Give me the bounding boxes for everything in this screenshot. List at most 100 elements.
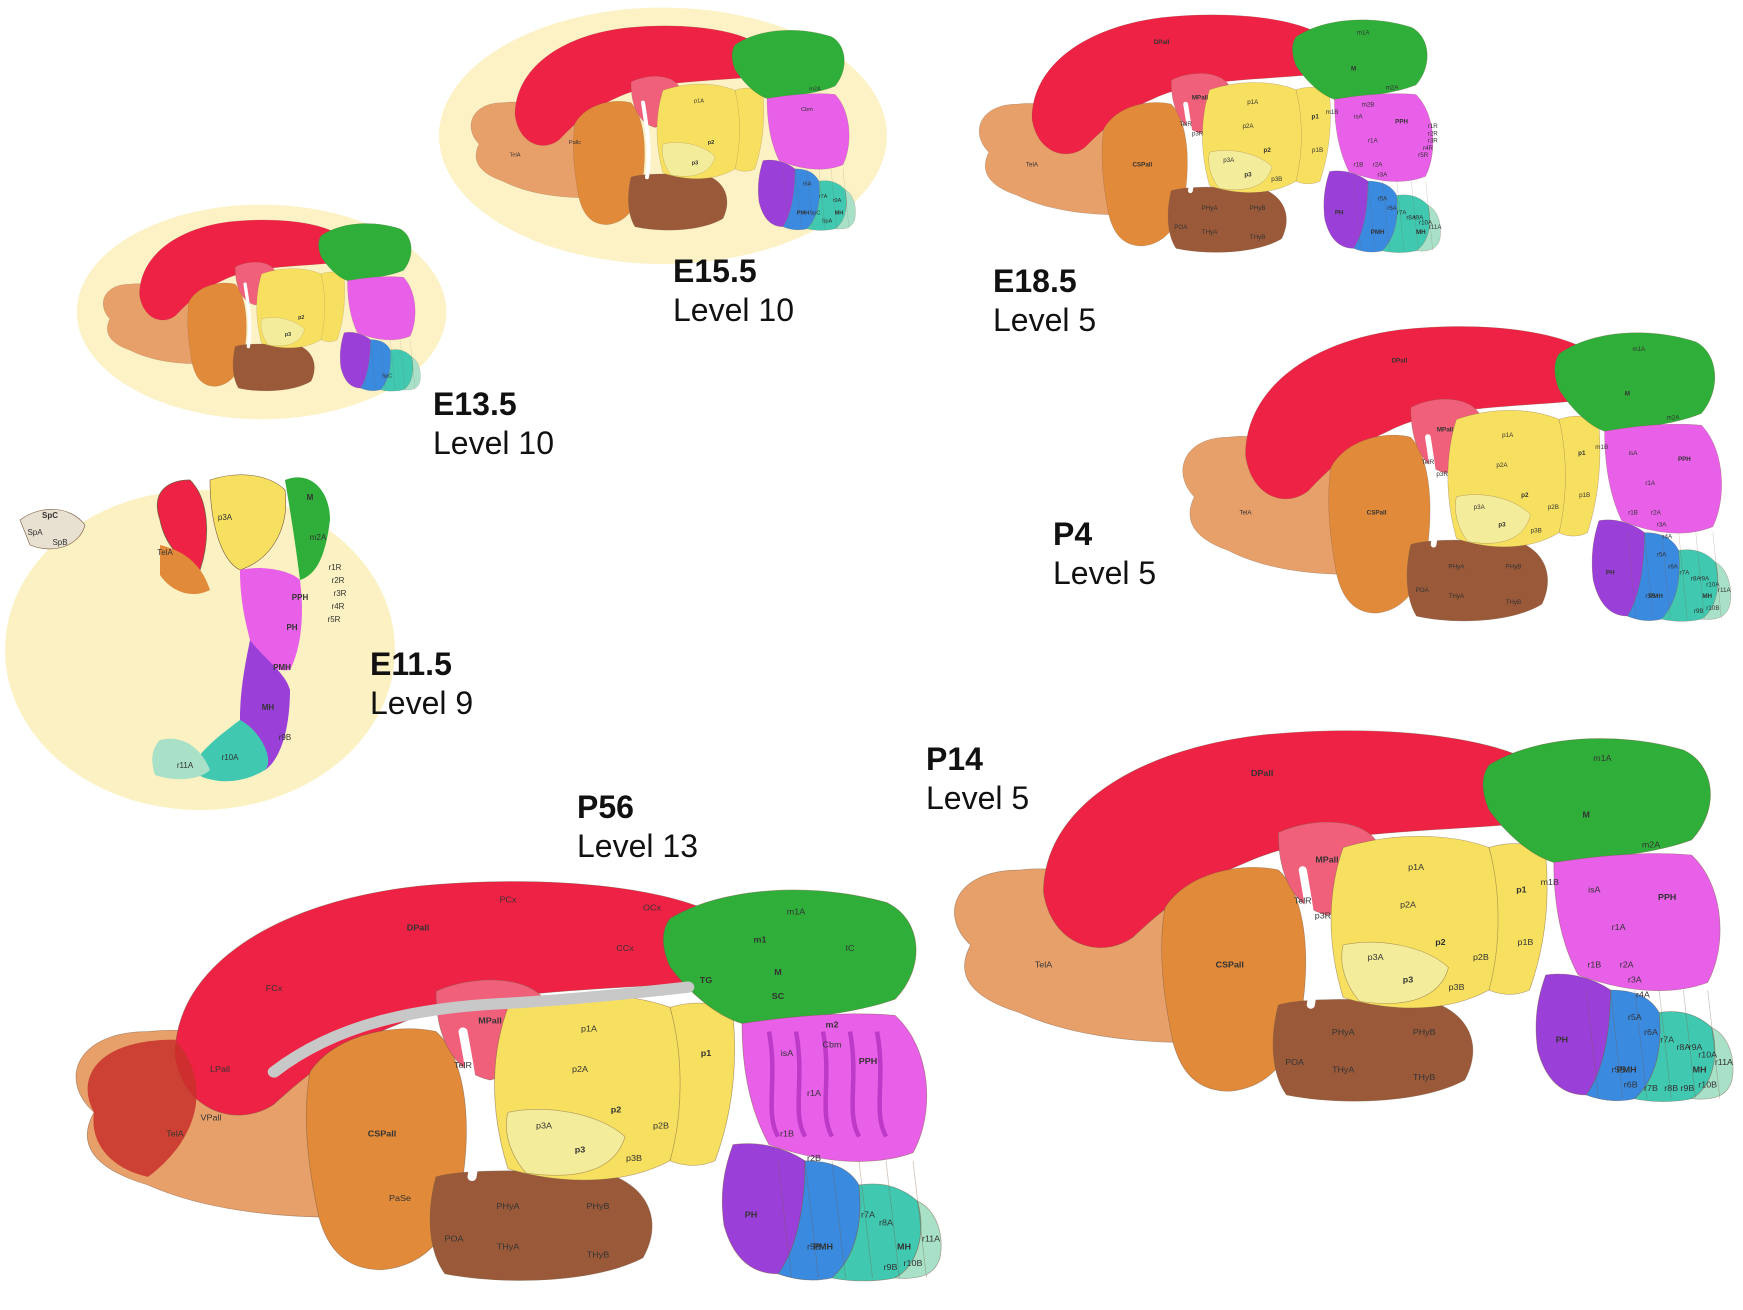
rhombomere-boundary: [1707, 989, 1721, 1099]
region-label: PPH: [1658, 892, 1676, 902]
region-label: r5R: [328, 615, 341, 624]
region-label: M: [307, 493, 314, 502]
region-label: p2B: [1548, 504, 1559, 511]
region-label: CSPall: [1133, 162, 1153, 169]
region-label: p3R: [1192, 130, 1204, 137]
region-label: MPall: [1437, 426, 1454, 433]
region-label: PHyB: [1505, 563, 1521, 570]
midbrain: [318, 223, 412, 281]
isthmus-cerebellum: [1553, 853, 1721, 991]
rhombomere-boundary: [885, 1160, 900, 1278]
prosomere-p3-pale: [662, 142, 716, 177]
region-label: r4R: [332, 602, 345, 611]
region-label: r5A: [803, 181, 812, 187]
region-label: r4A: [1636, 990, 1650, 1000]
spinal-cord: [19, 509, 86, 550]
region-label: m1A: [787, 907, 806, 916]
isthmus-cerebellum: [766, 93, 850, 170]
region-label: TelR: [1294, 896, 1312, 906]
diencephalon: [209, 474, 287, 571]
region-label: r7A: [819, 194, 828, 200]
region-label: p1: [701, 1048, 712, 1057]
level-e185: Level 5: [993, 302, 1097, 339]
region-label: r9B: [1694, 608, 1704, 615]
region-label: SpA: [27, 528, 43, 537]
region-label: THyB: [1413, 1072, 1436, 1082]
ventricle: [1298, 866, 1319, 1009]
rhombomere-boundary: [370, 339, 376, 390]
region-label: r5B: [1645, 593, 1655, 600]
cerebellar-folium: [766, 1031, 781, 1138]
ventricle: [458, 1027, 481, 1181]
rhombomere-boundary: [1353, 181, 1361, 251]
ventricle: [641, 100, 651, 180]
rhombomere-boundary: [409, 339, 416, 390]
hypothalamus: [1406, 539, 1548, 622]
region-label: isA: [781, 1048, 794, 1057]
region-label: r5A: [1657, 551, 1667, 558]
region-label: r2R: [1428, 130, 1439, 137]
region-label: SpC: [382, 374, 392, 380]
region-label: r8A: [1406, 215, 1417, 222]
stage-p56: P56: [577, 789, 634, 825]
midbrain: [662, 889, 917, 1024]
region-label: r3A: [1657, 522, 1667, 529]
region-label: r3R: [334, 589, 347, 598]
region-label: p2: [1264, 147, 1272, 154]
region-label: M: [1625, 390, 1630, 397]
rhombomere-boundary: [360, 339, 366, 390]
rhombomere-boundary: [842, 168, 850, 229]
region-label: p2A: [1496, 462, 1508, 469]
region-label: p1B: [1518, 937, 1534, 947]
cerebellar-folium: [820, 1031, 835, 1138]
rhombomere-boundary: [1634, 989, 1648, 1099]
region-label: r7A: [1397, 210, 1408, 217]
region-label: TelR: [1179, 121, 1192, 128]
region-label: r5B: [1612, 1065, 1626, 1075]
rhombomere-boundary: [1367, 181, 1376, 251]
level-p56: Level 13: [577, 828, 698, 865]
region-label: TelR: [454, 1060, 472, 1069]
rhombomere-boundary: [782, 168, 790, 229]
region-label: m1A: [1593, 754, 1612, 764]
region-label: r10B: [903, 1258, 922, 1267]
region-label: r3R: [1428, 138, 1439, 145]
region-label: PMH: [797, 210, 809, 216]
region-label: DPall: [407, 923, 430, 932]
region-label: CCx: [616, 943, 634, 952]
region-label: PHyB: [1413, 1027, 1436, 1037]
region-label: p2A: [1242, 123, 1254, 130]
region-label: PHyA: [496, 1202, 519, 1211]
rhombomere-boundary: [777, 1160, 792, 1278]
lateral-ventricle: [267, 981, 695, 1078]
region-label: PPH: [1678, 456, 1691, 463]
region-label: r2A: [1651, 510, 1661, 517]
rhombomere-boundary: [1712, 532, 1722, 620]
rhombomere-boundary: [804, 1160, 819, 1278]
region-label: r5B: [807, 1242, 821, 1251]
rhombomere-boundary: [1627, 532, 1637, 620]
rhombomere-boundary: [912, 1160, 927, 1278]
olfactory-pallium: [87, 1039, 197, 1177]
region-label: p1A: [581, 1024, 597, 1033]
region-label: PHyB: [1250, 205, 1266, 212]
region-label: r2A: [1620, 960, 1634, 970]
region-label: MH: [262, 703, 275, 712]
prosomere-p3-pale: [260, 317, 305, 346]
region-label: PCx: [499, 895, 517, 904]
region-label: TelA: [1026, 162, 1039, 169]
region-label: isA: [1588, 885, 1601, 895]
region-label: PaSe: [389, 1194, 411, 1203]
region-label: p2: [708, 140, 715, 146]
region-label: m1A: [1357, 29, 1371, 36]
isthmus-cerebellum: [1604, 423, 1722, 534]
region-label: p2: [1521, 492, 1529, 499]
region-label: m2A: [1667, 414, 1681, 421]
region-label: p3B: [1449, 982, 1465, 992]
region-label: THyB: [1250, 234, 1266, 241]
region-label: p3R: [1436, 471, 1448, 478]
region-label: isA: [1629, 450, 1638, 457]
